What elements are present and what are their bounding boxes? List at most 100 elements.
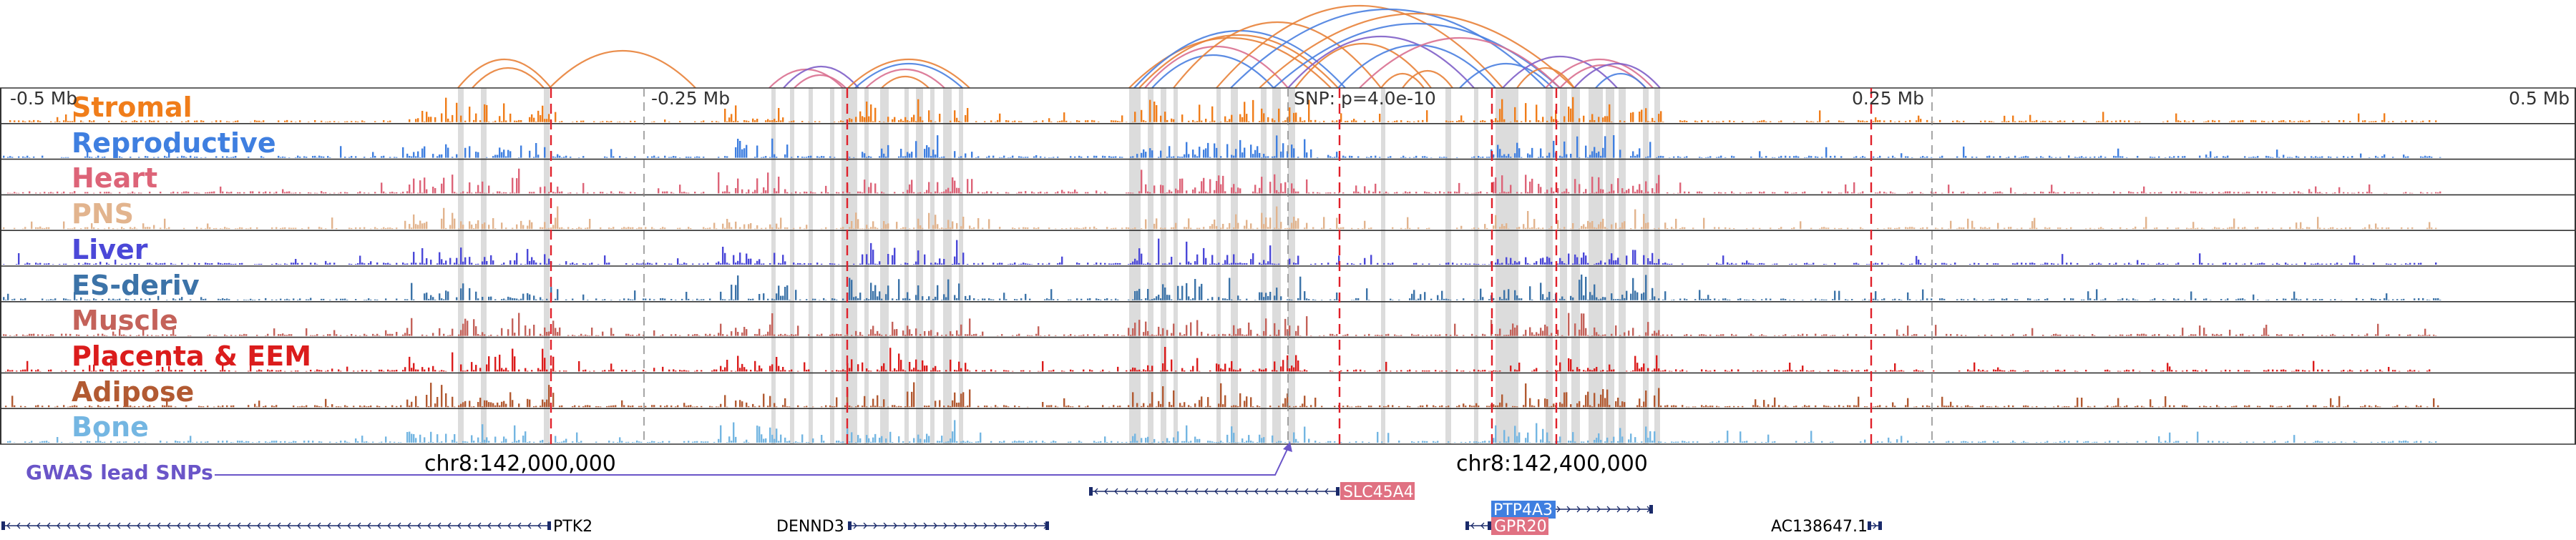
strand-chevron [1184,488,1189,495]
strand-chevron [933,522,937,529]
loop-arc [472,67,545,89]
strand-chevron [87,522,91,529]
strand-chevron [1194,488,1199,495]
strand-chevron [297,522,301,529]
chromatin-loops [457,4,1661,89]
strand-chevron [467,522,472,529]
track-label-muscle: Muscle [72,305,178,336]
strand-chevron [913,522,917,529]
strand-chevron [1003,522,1008,529]
track-label-bone: Bone [72,411,149,443]
gwas-arrow-head [1283,442,1292,452]
gene-label-ac138647-1: AC138647.1 [1771,518,1868,536]
loop-arc [1151,54,1274,89]
loop-arc [1259,12,1575,89]
strand-chevron [107,522,111,529]
exon-block [547,521,551,530]
loop-arc [1545,59,1654,89]
strand-chevron [1144,488,1148,495]
track-label-liver: Liver [72,234,148,265]
strand-chevron [973,522,977,529]
gene-label-slc45a4: SLC45A4 [1343,483,1414,501]
strand-chevron [963,522,967,529]
strand-chevron [527,522,532,529]
gene-badge-slc45a4 [1340,482,1415,500]
track-label-pns: PNS [72,198,134,230]
strand-chevron [257,522,261,529]
strand-chevron [287,522,291,529]
loop-arc [881,75,930,89]
signal-track-0 [9,97,2437,122]
signal-peaks [7,420,2437,443]
loop-arc [1294,43,1432,89]
strand-chevron [57,522,61,529]
strand-chevron [1470,522,1475,529]
strand-chevron [1164,488,1169,495]
gene-track-gpr20 [1465,521,1491,530]
strand-chevron [903,522,907,529]
strand-chevron [317,522,321,529]
loop-arc [1273,23,1561,89]
strand-chevron [447,522,452,529]
strand-chevron [197,522,201,529]
strand-chevron [387,522,391,529]
track-label-heart: Heart [72,162,157,194]
strand-chevron [127,522,131,529]
strand-chevron [327,522,331,529]
strand-chevron [1274,488,1279,495]
strand-chevron [1480,522,1485,529]
strand-chevron [1234,488,1239,495]
exon-block [848,521,852,530]
loop-arc [1128,37,1332,89]
exon-block [1649,505,1653,514]
loop-arc [1359,37,1561,89]
axis-snp-label: SNP: p=4.0e-10 [1294,88,1436,109]
strand-chevron [893,522,897,529]
strand-chevron [1284,488,1289,495]
signal-track-7 [4,347,2431,372]
loop-arc [1516,67,1575,89]
strand-chevron [377,522,381,529]
track-label-es-deriv: ES-deriv [72,270,200,301]
strand-chevron [1314,488,1319,495]
gene-label-gpr20: GPR20 [1494,518,1547,536]
strand-chevron [1254,488,1259,495]
strand-chevron [26,522,31,529]
strand-chevron [267,522,271,529]
strand-chevron [47,522,51,529]
signal-track-3 [3,206,2437,230]
strand-chevron [1124,488,1128,495]
axis-right-label: 0.5 Mb [2509,88,2570,109]
strand-chevron [307,522,311,529]
strand-chevron [507,522,512,529]
strand-chevron [1033,522,1038,529]
loop-arc [1402,70,1453,89]
strand-chevron [853,522,857,529]
loop-arc [1230,8,1546,89]
strand-chevron [1023,522,1028,529]
track-label-placenta-eem: Placenta & EEM [72,340,311,372]
signal-peaks [9,97,2437,122]
loop-arc [1138,34,1339,89]
strand-chevron [1586,506,1591,513]
axis-left-mid-label: -0.25 Mb [651,88,730,109]
loop-arc [1173,21,1382,89]
loop-arc [783,65,859,89]
strand-chevron [1204,488,1209,495]
strand-chevron [177,522,181,529]
strand-chevron [1626,506,1631,513]
gene-badge-gpr20 [1491,517,1548,535]
loop-arc [457,58,552,89]
track-label-adipose: Adipose [72,376,194,408]
signal-peaks [4,347,2431,372]
gene-track-dennd3 [848,521,1049,530]
gene-tracks [1,487,1882,530]
strand-chevron [1616,506,1621,513]
strand-chevron [1244,488,1249,495]
strand-chevron [277,522,281,529]
signal-track-6 [3,313,2437,336]
gene-track-ac138647-1 [1868,521,1882,530]
strand-chevron [1134,488,1138,495]
strand-chevron [97,522,101,529]
